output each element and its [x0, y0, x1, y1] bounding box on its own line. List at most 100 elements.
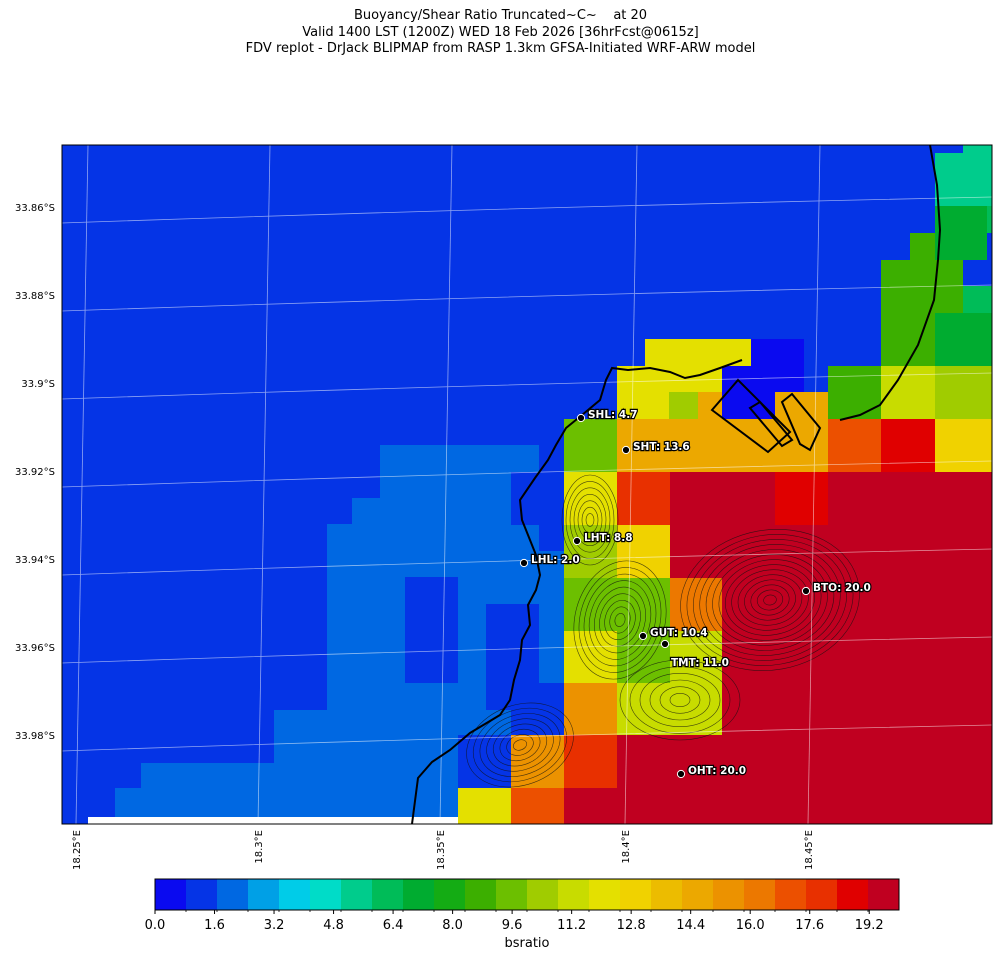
field-cell — [617, 525, 670, 578]
contour-line — [659, 686, 701, 714]
field-cell — [380, 763, 434, 817]
lon-label: 18.25°E — [72, 830, 83, 870]
field-cell — [539, 286, 593, 340]
field-cell — [433, 498, 487, 552]
colorbar-swatch — [868, 879, 900, 910]
contour-line — [614, 613, 626, 627]
colorbar-tick-label: 9.6 — [502, 918, 523, 933]
field-cell — [327, 763, 381, 817]
contour-line — [699, 544, 841, 656]
colorbar-swatch — [310, 879, 342, 910]
terrain-contours — [466, 474, 860, 788]
station-sht[interactable]: SHT: 13.6 — [621, 440, 691, 454]
lat-label: 33.98°S — [15, 731, 55, 742]
field-cell — [327, 145, 381, 181]
field-cell — [592, 145, 646, 181]
colorbar-tick-label: 8.0 — [442, 918, 463, 933]
contour-line — [577, 500, 603, 540]
station-dot-icon — [801, 586, 811, 596]
field-cell — [433, 145, 487, 181]
station-dot-icon — [576, 413, 586, 423]
contour-line — [578, 567, 662, 673]
station-label: LHL: 2.0 — [531, 554, 580, 566]
colorbar-swatch — [806, 879, 838, 910]
colorbar-tick-label: 0.0 — [145, 918, 166, 933]
station-shl[interactable]: SHL: 4.7 — [576, 408, 639, 423]
contour-line — [472, 707, 568, 783]
station-gut[interactable]: GUT: 10.4 — [638, 626, 709, 640]
colorbar-swatch — [527, 879, 559, 910]
colorbar-swatch — [744, 879, 776, 910]
station-oht[interactable]: OHT: 20.0 — [676, 764, 747, 779]
station-markers: SHL: 4.7 SHT: 13.6 LHT: 8.8 LHL: 2.0 BTO: 20… — [519, 408, 872, 779]
lon-gridline — [257, 145, 271, 824]
contour-line — [693, 539, 847, 661]
contour-line — [629, 666, 731, 734]
map-title: Buoyancy/Shear Ratio Truncated~C~ at 20 … — [0, 8, 1001, 58]
field-cell — [539, 233, 593, 287]
field-cell — [645, 180, 699, 234]
colorbar-swatch — [186, 879, 218, 910]
field-cell — [221, 392, 275, 446]
colorbar-tick-label: 6.4 — [383, 918, 404, 933]
field-cell — [274, 180, 328, 234]
field-cell — [617, 578, 670, 631]
field-cell — [828, 419, 881, 472]
field-cell — [327, 339, 381, 393]
field-cell — [857, 145, 911, 181]
field-cell — [62, 286, 116, 340]
contour-line — [466, 702, 574, 788]
contour-line — [609, 606, 631, 634]
field-cell — [645, 286, 699, 340]
field-cell — [115, 180, 169, 234]
field-cell — [433, 180, 487, 234]
field-cell — [935, 313, 992, 366]
station-dot-icon — [519, 558, 529, 568]
field-cell — [804, 145, 858, 181]
lat-gridline — [62, 372, 992, 400]
field-cell — [327, 392, 381, 446]
field-cell — [698, 180, 752, 234]
station-label: BTO: 20.0 — [813, 582, 871, 594]
field-cell — [62, 339, 116, 393]
field-cell — [274, 145, 328, 181]
field-cell — [433, 445, 487, 499]
station-tmt[interactable]: TMT: 11.0 — [660, 639, 730, 670]
contour-line — [594, 586, 646, 654]
station-label: SHL: 4.7 — [588, 409, 638, 421]
field-cell — [670, 472, 775, 525]
colorbar-tick-label: 12.8 — [617, 918, 646, 933]
contour-line — [506, 734, 534, 756]
harbour-wall — [748, 400, 794, 448]
field-cell — [539, 339, 593, 393]
title-line-2: Valid 1400 LST (1200Z) WED 18 Feb 2026 [… — [302, 24, 699, 40]
field-cell — [115, 392, 169, 446]
field-cell — [221, 763, 275, 817]
title-line-3: FDV replot - DrJack BLIPMAP from RASP 1.… — [245, 41, 756, 56]
lat-gridline — [62, 724, 992, 752]
field-cell — [592, 180, 646, 234]
field-cell — [221, 145, 275, 181]
colorbar-label: bsratio — [505, 936, 550, 951]
lon-label: 18.45°E — [804, 830, 815, 870]
field-cell — [115, 286, 169, 340]
colorbar-swatch — [434, 879, 466, 910]
field-cell — [274, 286, 328, 340]
field-cell — [592, 233, 646, 287]
station-lht[interactable]: LHT: 8.8 — [572, 531, 634, 545]
field-cell — [221, 180, 275, 234]
colorbar-swatch — [279, 879, 311, 910]
station-bto[interactable]: BTO: 20.0 — [801, 581, 872, 596]
contour-line — [649, 679, 711, 721]
field-cell — [564, 472, 617, 525]
contour-line — [669, 693, 691, 707]
station-lhl[interactable]: LHL: 2.0 — [519, 553, 581, 568]
station-dot-icon — [676, 769, 686, 779]
field-cell — [804, 180, 858, 234]
field-cell — [881, 419, 935, 472]
harbour-wall — [780, 392, 822, 452]
lon-gridline — [624, 145, 638, 824]
field-cell — [564, 419, 617, 472]
field-cell — [221, 286, 275, 340]
